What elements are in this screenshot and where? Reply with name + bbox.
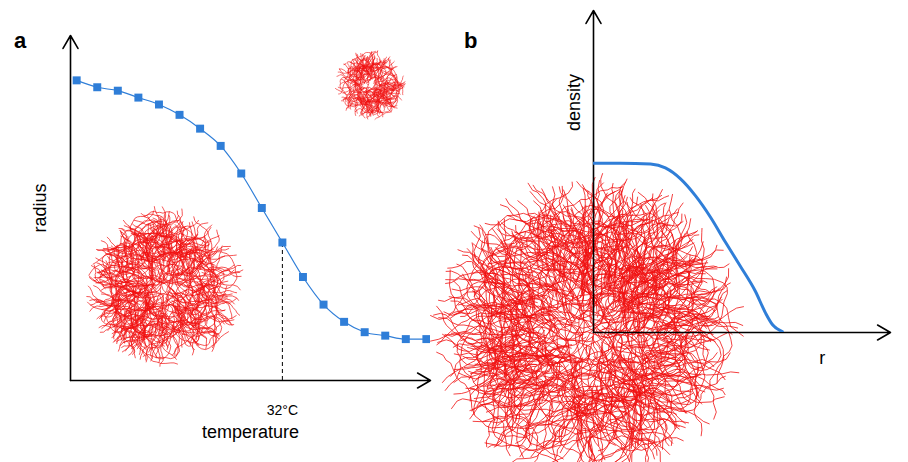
svg-text:density: density [564, 74, 584, 131]
svg-text:r: r [819, 348, 825, 368]
svg-text:32°C: 32°C [267, 402, 298, 418]
svg-text:radius: radius [30, 183, 50, 232]
svg-text:temperature: temperature [202, 422, 299, 442]
html-text:a: a [14, 28, 27, 53]
html-text:b: b [464, 28, 478, 53]
